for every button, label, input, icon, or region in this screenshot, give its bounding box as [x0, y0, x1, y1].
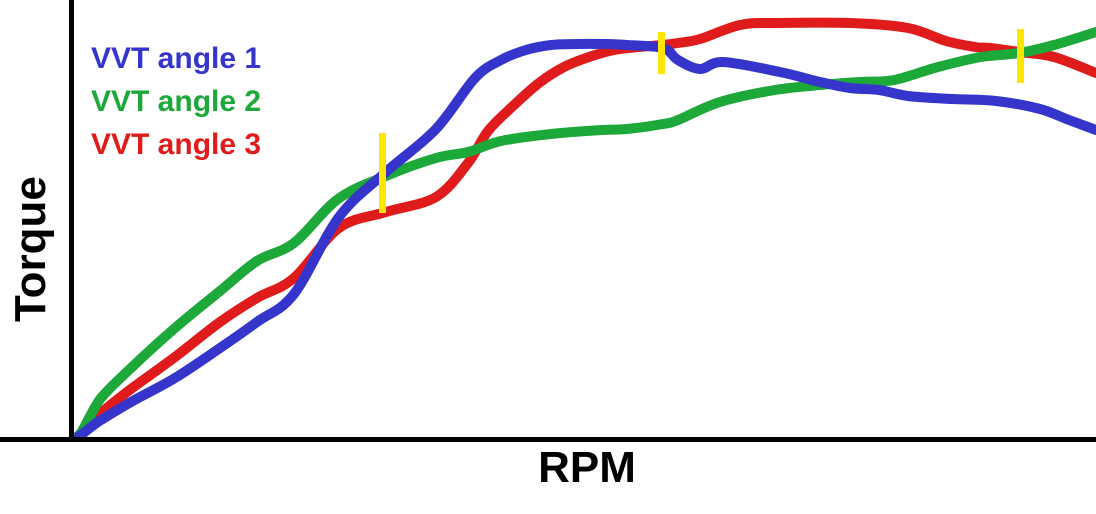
svg-text:RPM: RPM [538, 443, 636, 492]
svg-text:Torque: Torque [6, 176, 55, 322]
svg-text:VVT angle 3: VVT angle 3 [91, 128, 261, 161]
svg-text:VVT angle 1: VVT angle 1 [91, 42, 261, 75]
svg-text:VVT angle 2: VVT angle 2 [91, 85, 261, 118]
